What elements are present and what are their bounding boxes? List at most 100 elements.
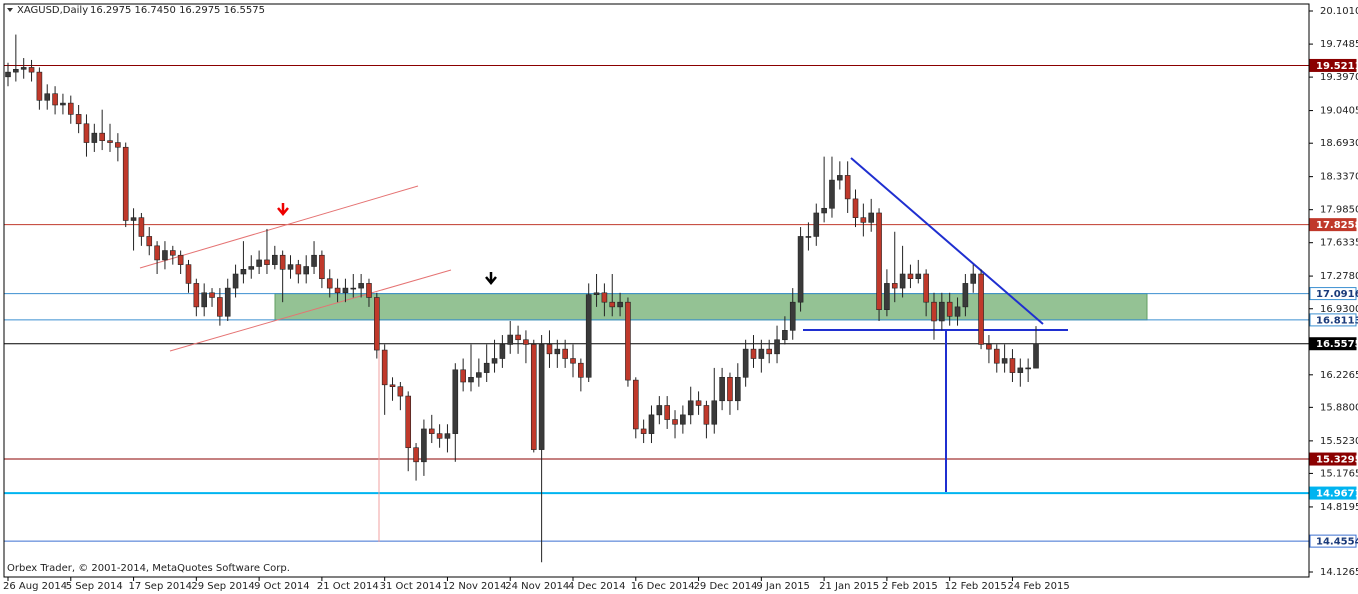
candle-body — [562, 348, 568, 359]
candle-body — [868, 212, 875, 223]
zone — [274, 293, 1148, 321]
candle-body — [405, 395, 412, 449]
symbol-title: XAGUSD,Daily — [17, 5, 88, 16]
candle-body — [703, 405, 710, 425]
candle-body — [578, 362, 584, 378]
level-label-box — [1309, 486, 1357, 500]
candle-body — [766, 348, 772, 355]
y-tick-label: 17.6335 — [1320, 238, 1358, 249]
x-tick-label: 17 Sep 2014 — [129, 581, 192, 592]
level-label: 16.5575 — [1316, 339, 1358, 350]
candle-body — [1017, 367, 1024, 373]
candle-body — [374, 297, 380, 351]
candle-body — [538, 344, 545, 450]
level-label-box — [1309, 452, 1357, 466]
candle-body — [444, 433, 451, 439]
level-label: 16.8113 — [1316, 315, 1358, 326]
x-tick-label: 9 Oct 2014 — [254, 581, 309, 592]
candle-body — [83, 123, 90, 143]
candle-body — [805, 236, 812, 238]
trend-line — [850, 157, 1044, 325]
candle-body — [264, 259, 270, 265]
candle-body — [499, 344, 506, 359]
x-tick-label: 31 Oct 2014 — [380, 581, 442, 592]
candle-body — [978, 273, 984, 345]
candle-body — [319, 254, 325, 280]
candle-body — [735, 377, 741, 402]
candle-body — [711, 400, 718, 425]
candle-body — [366, 283, 372, 298]
candle-body — [656, 405, 663, 416]
candle-body — [342, 287, 349, 294]
candle-body — [774, 339, 780, 355]
y-tick-label: 16.2265 — [1320, 370, 1358, 381]
candle-body — [248, 266, 255, 270]
candle-body — [256, 259, 262, 267]
level-label: 15.3295 — [1316, 455, 1358, 466]
level-label-box — [1309, 218, 1357, 232]
copyright: Orbex Trader, © 2001-2014, MetaQuotes So… — [7, 563, 290, 574]
candle-body — [860, 217, 867, 223]
x-tick-label: 29 Dec 2014 — [694, 581, 758, 592]
y-tick-label: 14.1265 — [1320, 567, 1358, 578]
candle-body — [570, 358, 576, 364]
plot-frame — [3, 3, 1310, 578]
candle-body — [232, 273, 239, 289]
candle-body — [358, 283, 364, 289]
candle-body — [177, 254, 184, 265]
candle-body — [954, 306, 961, 317]
candle-body — [107, 140, 113, 143]
y-tick-label: 20.1010 — [1320, 6, 1358, 17]
candle-body — [727, 377, 733, 402]
candle-body — [515, 334, 521, 341]
candle-body — [530, 344, 537, 450]
channel-line — [139, 185, 419, 269]
candle-body — [837, 175, 843, 181]
candle-body — [750, 348, 757, 359]
header-ohlc: 16.2975 16.7450 16.2975 16.5575 — [90, 5, 265, 16]
x-tick-label: 12 Nov 2014 — [442, 581, 506, 592]
y-tick-label: 15.5230 — [1320, 436, 1358, 447]
level-label: 14.9671 — [1316, 489, 1358, 500]
y-tick-label: 17.2780 — [1320, 271, 1358, 282]
x-tick-label: 4 Dec 2014 — [568, 581, 626, 592]
candle-body — [617, 301, 623, 308]
candle-body — [146, 236, 153, 247]
candle-body — [491, 358, 498, 364]
candle-body — [169, 250, 176, 256]
candle-body — [421, 428, 427, 463]
candle-body — [193, 283, 200, 308]
candle-body — [311, 254, 317, 267]
candle-body — [122, 146, 129, 221]
candle-body — [13, 69, 19, 73]
candle-body — [687, 400, 694, 416]
candle-body — [672, 419, 678, 425]
candle-body — [813, 212, 820, 237]
candle-body — [20, 67, 27, 70]
level-label: 17.0916 — [1316, 289, 1358, 300]
level-label-box — [1309, 58, 1357, 72]
candle-body — [758, 348, 765, 359]
candle-body — [931, 301, 937, 322]
x-tick-label: 21 Jan 2015 — [819, 581, 879, 592]
candle-body — [554, 348, 561, 355]
level-label: 17.8258 — [1316, 220, 1358, 231]
candle-body — [915, 273, 922, 280]
level-label-box — [1309, 287, 1357, 301]
candle-body — [939, 301, 945, 322]
candle-body — [60, 102, 66, 106]
candle-body — [625, 301, 631, 381]
candle-body — [452, 369, 459, 434]
y-tick-label: 19.0405 — [1320, 106, 1358, 117]
candle-body — [381, 349, 388, 386]
level-label: 19.5211 — [1316, 61, 1358, 72]
candle-body — [970, 273, 977, 284]
x-tick-label: 26 Aug 2014 — [3, 581, 67, 592]
candle-body — [821, 207, 827, 214]
x-tick-label: 9 Jan 2015 — [756, 581, 810, 592]
candle-body — [483, 362, 490, 373]
candle-body — [28, 67, 35, 73]
candle-body — [115, 142, 121, 148]
candle-body — [891, 283, 898, 289]
candle-body — [648, 414, 655, 434]
